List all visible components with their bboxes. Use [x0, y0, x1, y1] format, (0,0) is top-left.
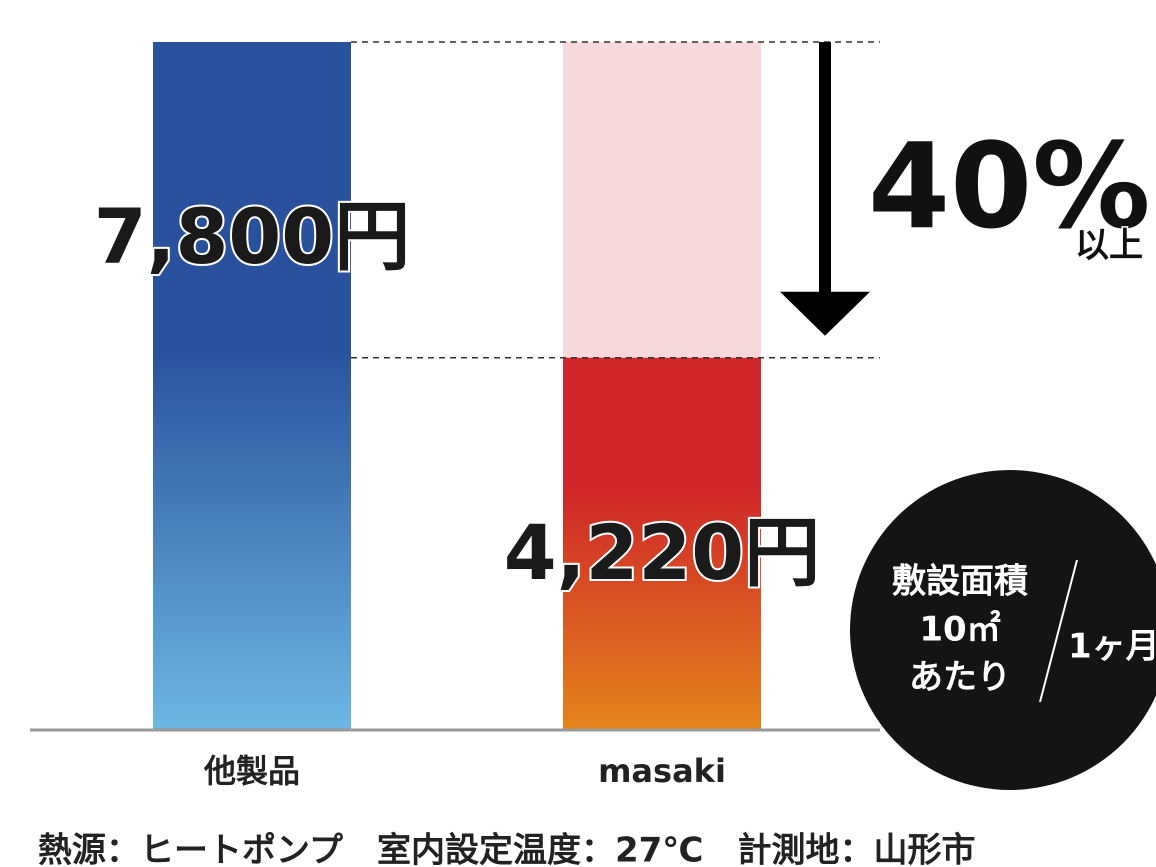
category-label: masaki [598, 752, 726, 790]
badge [850, 470, 1156, 790]
bar [563, 357, 761, 730]
category-label: 他製品 [203, 752, 300, 790]
value-label: 4,220円 [504, 508, 820, 597]
badge-period: 1ヶ月 [1068, 627, 1156, 667]
annotation-sub: 以上 [1075, 226, 1143, 266]
annotation: 40% [868, 117, 1150, 255]
note: 熱源：ヒートポンプ 室内設定温度：27℃ 計測地：山形市 [38, 831, 975, 867]
badge-line: 敷設面積 [892, 562, 1028, 602]
badge-slash [1039, 559, 1078, 703]
badge-line: 10㎡ [919, 610, 1000, 650]
value-label: 7,800円 [94, 192, 410, 281]
bar [153, 42, 351, 730]
badge-line: あたり [909, 658, 1011, 698]
arrow-head [780, 291, 870, 336]
